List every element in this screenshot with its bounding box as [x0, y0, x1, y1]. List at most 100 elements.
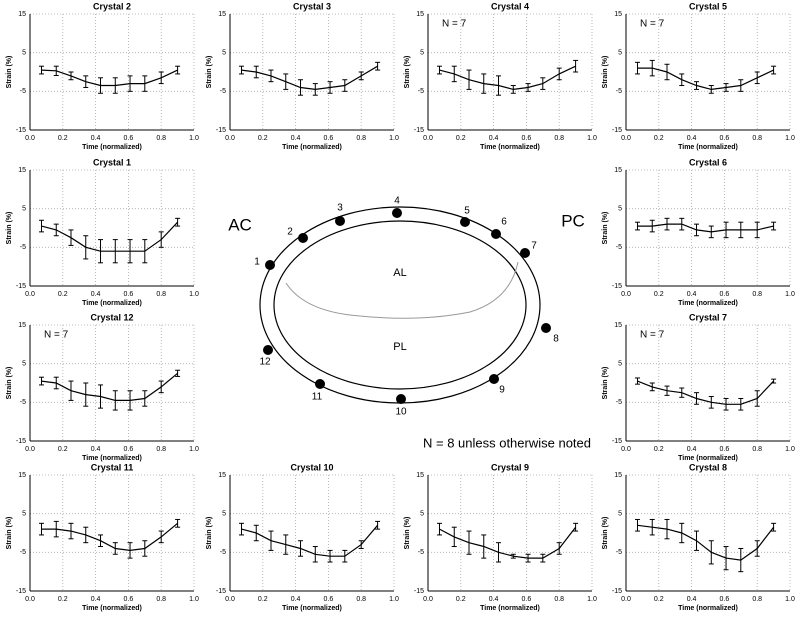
error-bar: [358, 71, 364, 81]
error-bar: [708, 396, 714, 409]
error-bar: [694, 530, 700, 551]
x-tick-label: 1.0: [785, 446, 795, 453]
error-bar: [649, 219, 655, 233]
error-bar: [496, 542, 502, 563]
error-bar: [375, 61, 381, 71]
x-axis-label: Time (normalized): [678, 144, 738, 151]
y-axis-label: Strain (%): [404, 56, 411, 89]
chart-title: Crystal 10: [290, 462, 333, 472]
x-tick-label: 0.0: [423, 596, 433, 603]
y-axis-label: Strain (%): [6, 517, 13, 550]
x-tick-label: 1.0: [389, 596, 399, 603]
x-tick-label: 0.6: [720, 596, 730, 603]
error-bar: [723, 546, 729, 571]
x-tick-label: 0.6: [324, 135, 334, 142]
chart: 15 5 -5 -150.0 0.2 0.4 0.6 0.8 1.0 Crystal 12 Time…: [6, 312, 199, 461]
y-axis-label: Strain (%): [6, 212, 13, 245]
y-axis-label: Strain (%): [602, 212, 609, 245]
error-bar: [98, 534, 104, 548]
x-tick-label: 0.6: [124, 596, 134, 603]
error-bar: [510, 553, 516, 559]
y-axis-label: Strain (%): [404, 517, 411, 550]
error-bar: [127, 75, 133, 92]
crystal-dot: [491, 229, 501, 239]
chart: 15 5 -5 -150.0 0.2 0.4 0.6 0.8 1.0 Crystal 1 Time …: [6, 157, 199, 306]
y-axis-label: Strain (%): [6, 56, 13, 89]
x-tick-label: 0.4: [91, 135, 101, 142]
error-bar: [268, 69, 274, 83]
error-bar: [694, 81, 700, 90]
error-bar: [664, 63, 670, 81]
x-axis-label: Time (normalized): [480, 605, 540, 612]
y-tick-label: 15: [18, 167, 26, 174]
y-tick-label: -15: [414, 127, 424, 134]
y-tick-label: 15: [18, 322, 26, 329]
x-tick-label: 0.6: [720, 291, 730, 298]
chart: 15 5 -5 -150.0 0.2 0.4 0.6 0.8 1.0 Crystal 7 Time …: [602, 312, 795, 461]
error-bar: [556, 542, 562, 555]
annotation: N = 7: [44, 330, 69, 341]
x-tick-label: 0.4: [291, 135, 301, 142]
chart-title: Crystal 1: [93, 157, 131, 167]
x-tick-label: 1.0: [785, 291, 795, 298]
x-tick-label: 0.0: [621, 135, 631, 142]
error-bar: [298, 79, 304, 96]
x-tick-label: 0.8: [554, 135, 564, 142]
y-tick-label: 5: [618, 361, 622, 368]
error-bar: [754, 71, 760, 85]
x-tick-label: 0.8: [752, 291, 762, 298]
error-bar: [496, 75, 502, 96]
error-bar: [771, 65, 777, 75]
crystal-label: 2: [287, 227, 293, 238]
crystal-dot: [265, 260, 275, 270]
x-tick-label: 0.2: [654, 291, 664, 298]
x-tick-label: 0.6: [124, 135, 134, 142]
line: [637, 67, 774, 91]
error-bar: [312, 546, 318, 563]
chart: 15 5 -5 -150.0 0.2 0.4 0.6 0.8 1.0 Crystal 9 Time …: [404, 462, 597, 611]
x-axis-label: Time (normalized): [678, 605, 738, 612]
y-tick-label: -5: [418, 549, 424, 556]
chart: 15 5 -5 -150.0 0.2 0.4 0.6 0.8 1.0 Crystal 3 Time …: [206, 1, 399, 150]
error-bar: [436, 65, 442, 75]
y-tick-label: 5: [618, 50, 622, 57]
y-tick-label: 15: [614, 167, 622, 174]
leaflet-line: [285, 261, 519, 319]
crystal-dot: [392, 208, 402, 218]
crystal-label: 7: [531, 241, 537, 252]
x-tick-label: 1.0: [189, 291, 199, 298]
error-bar: [679, 73, 685, 87]
error-bar: [771, 522, 777, 532]
crystal-label: 12: [259, 357, 271, 368]
x-tick-label: 0.0: [225, 135, 235, 142]
error-bar: [649, 59, 655, 77]
error-bar: [771, 221, 777, 231]
y-tick-label: 5: [618, 511, 622, 518]
x-tick-label: 0.6: [522, 135, 532, 142]
heart-diagram: AC PC AL PL N = 8 unless otherwise noted: [228, 206, 591, 450]
chart-title: Crystal 9: [491, 462, 529, 472]
line: [41, 221, 179, 252]
x-tick-label: 0.6: [124, 291, 134, 298]
y-tick-label: 15: [416, 11, 424, 18]
error-bar: [238, 65, 244, 75]
crystal-dot: [298, 233, 308, 243]
x-tick-label: 0.2: [58, 291, 68, 298]
y-tick-label: -5: [20, 244, 26, 251]
x-tick-label: 1.0: [389, 135, 399, 142]
x-axis-label: Time (normalized): [82, 455, 142, 462]
error-bar: [738, 547, 744, 573]
error-bar: [649, 382, 655, 392]
x-tick-label: 0.2: [58, 596, 68, 603]
chart-title: Crystal 8: [689, 462, 727, 472]
error-bar: [342, 549, 348, 563]
y-tick-label: -5: [616, 399, 622, 406]
error-bar: [358, 540, 364, 549]
x-tick-label: 0.0: [25, 446, 35, 453]
x-tick-label: 0.0: [25, 291, 35, 298]
x-tick-label: 0.6: [124, 446, 134, 453]
error-bar: [268, 530, 274, 551]
al-label: AL: [393, 267, 406, 279]
error-bar: [375, 520, 381, 530]
y-tick-label: -15: [612, 283, 622, 290]
